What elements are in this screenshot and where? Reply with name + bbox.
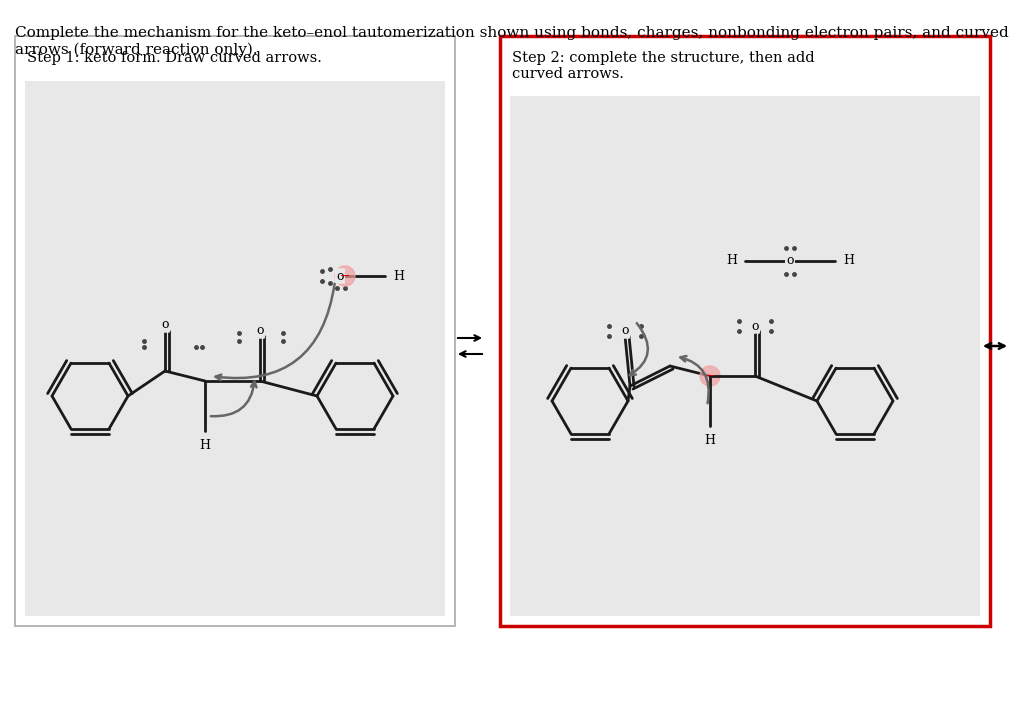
Text: o: o xyxy=(752,319,759,333)
Text: o: o xyxy=(786,255,794,267)
Text: Complete the mechanism for the keto–enol tautomerization shown using bonds, char: Complete the mechanism for the keto–enol… xyxy=(15,26,1009,57)
Text: o: o xyxy=(161,319,169,332)
Text: −: − xyxy=(705,370,715,383)
Text: H: H xyxy=(200,439,211,452)
Text: Step 2: complete the structure, then add
curved arrows.: Step 2: complete the structure, then add… xyxy=(512,51,815,81)
Text: H: H xyxy=(726,255,737,267)
Text: H: H xyxy=(705,434,716,447)
FancyBboxPatch shape xyxy=(25,81,445,616)
Text: H: H xyxy=(393,269,404,282)
Text: o: o xyxy=(622,325,629,338)
Circle shape xyxy=(335,266,355,286)
FancyBboxPatch shape xyxy=(500,36,990,626)
FancyBboxPatch shape xyxy=(15,36,455,626)
Circle shape xyxy=(700,366,720,386)
Text: −: − xyxy=(340,269,350,282)
Text: H: H xyxy=(843,255,854,267)
FancyBboxPatch shape xyxy=(510,96,980,616)
Text: o: o xyxy=(336,269,344,282)
Text: Step 1: keto form. Draw curved arrows.: Step 1: keto form. Draw curved arrows. xyxy=(27,51,322,65)
Text: o: o xyxy=(256,325,264,338)
